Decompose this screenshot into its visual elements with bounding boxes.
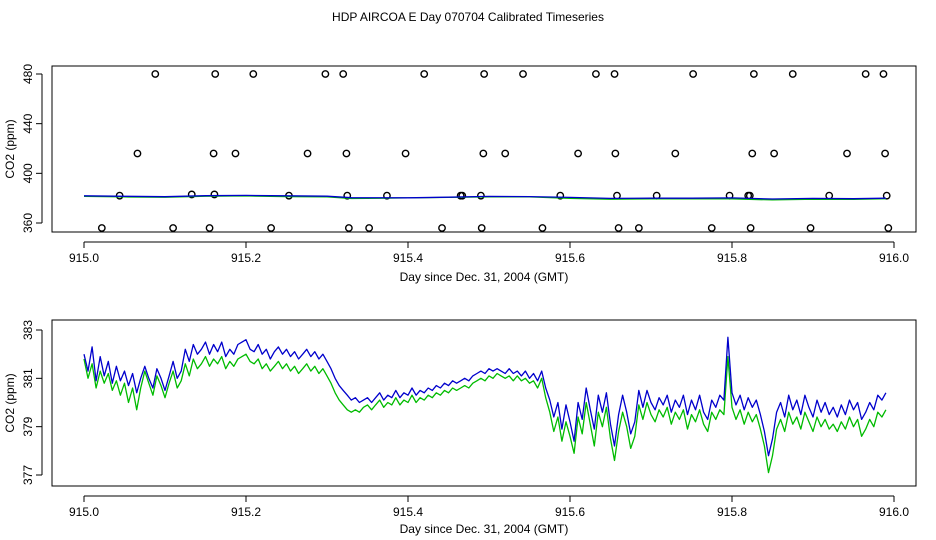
plot-frame — [51, 65, 917, 233]
data-point — [438, 224, 446, 232]
data-point — [884, 224, 893, 232]
data-point — [749, 70, 758, 78]
data-point — [151, 70, 160, 78]
y-tick-label: 383 — [21, 320, 35, 340]
data-point — [344, 224, 353, 232]
data-point — [205, 224, 214, 232]
data-point — [97, 224, 106, 232]
y-tick-label: 381 — [21, 368, 35, 388]
y-tick-label: 400 — [21, 163, 35, 183]
x-tick-label: 915.8 — [717, 251, 747, 265]
data-point — [881, 149, 889, 158]
data-point — [614, 224, 623, 232]
data-point — [401, 149, 410, 158]
data-point — [209, 149, 218, 158]
x-tick-label: 915.0 — [69, 251, 99, 265]
x-tick-label: 916.0 — [879, 505, 909, 519]
data-point — [249, 70, 258, 78]
data-point — [689, 70, 698, 78]
data-point — [267, 224, 276, 232]
data-point — [611, 149, 620, 158]
data-point — [592, 70, 600, 78]
data-point — [187, 190, 196, 199]
data-point — [210, 190, 219, 199]
x-tick-label: 915.4 — [393, 505, 423, 519]
data-point — [321, 70, 330, 78]
data-point — [770, 149, 779, 158]
data-point — [303, 149, 312, 158]
data-point — [477, 224, 486, 232]
panel-2: 915.0 915.2 915.4 915.6 915.8 916.0 Day since … — [3, 319, 917, 536]
x-tick-label: 915.6 — [555, 251, 585, 265]
y-axis-label: CO2 (ppm) — [3, 119, 17, 178]
data-point — [476, 191, 485, 200]
data-point — [671, 149, 680, 158]
data-point — [458, 191, 467, 200]
y-tick-label: 377 — [21, 465, 35, 485]
data-point — [843, 149, 851, 158]
x-tick-label: 915.2 — [231, 505, 261, 519]
y-tick-label: 360 — [21, 213, 35, 233]
y-tick-label: 440 — [21, 113, 35, 133]
y-axis-label: CO2 (ppm) — [3, 373, 17, 432]
x-tick-label: 915.6 — [555, 505, 585, 519]
data-point — [169, 224, 178, 232]
data-point — [342, 149, 351, 158]
x-tick-label: 916.0 — [879, 251, 909, 265]
data-point — [365, 224, 374, 232]
data-point — [383, 191, 391, 200]
data-point — [788, 70, 797, 78]
data-point — [479, 149, 488, 158]
panel-1: 915.0 915.2 915.4 915.6 915.8 916.0 Day since … — [3, 64, 917, 284]
data-point — [339, 70, 348, 78]
x-tick-label: 915.4 — [393, 251, 423, 265]
data-point — [574, 149, 582, 158]
data-point — [882, 191, 891, 200]
y-tick-label: 379 — [21, 416, 35, 436]
data-point — [231, 149, 240, 158]
x-axis-label: Day since Dec. 31, 2004 (GMT) — [400, 522, 569, 536]
data-point — [420, 70, 429, 78]
y-tick-label: 480 — [21, 64, 35, 84]
data-point — [538, 224, 547, 232]
data-point — [501, 149, 510, 158]
data-point — [211, 70, 220, 78]
series-line-green — [83, 353, 887, 474]
plot-frame — [51, 319, 917, 487]
chart-title: HDP AIRCOA E Day 070704 Calibrated Times… — [332, 10, 604, 24]
series-line-blue — [83, 336, 887, 457]
x-tick-label: 915.8 — [717, 505, 747, 519]
x-tick-label: 915.2 — [231, 251, 261, 265]
data-point — [133, 149, 142, 158]
data-point — [556, 191, 565, 200]
data-point — [519, 70, 527, 78]
data-point — [861, 70, 870, 78]
data-point — [634, 224, 643, 232]
x-tick-label: 915.0 — [69, 505, 99, 519]
data-point — [480, 70, 489, 78]
x-axis-label: Day since Dec. 31, 2004 (GMT) — [400, 270, 569, 284]
series-line-blue — [83, 194, 886, 200]
data-point — [746, 224, 755, 232]
data-point — [879, 70, 888, 78]
data-point — [610, 70, 619, 78]
data-point — [806, 224, 815, 232]
data-point — [707, 224, 716, 232]
data-point — [748, 149, 757, 158]
